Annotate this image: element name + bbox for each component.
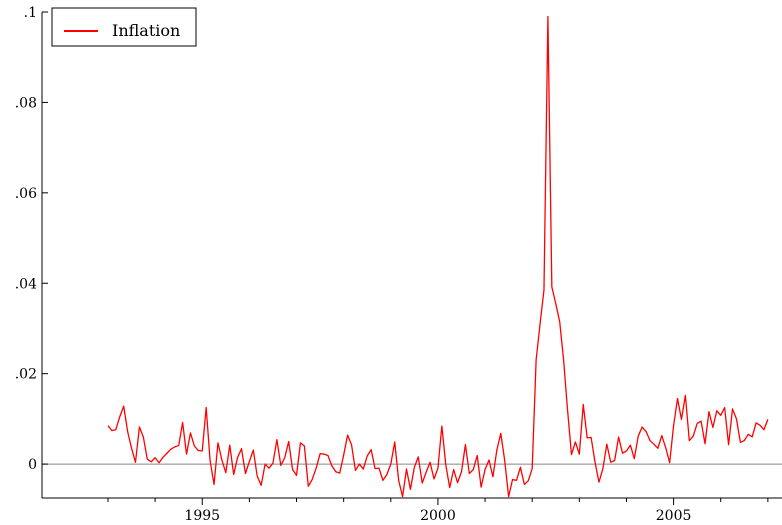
series-layer <box>107 15 769 498</box>
y-tick-label: .1 <box>24 5 37 21</box>
y-tick-label: .08 <box>15 95 37 111</box>
y-tick-label: 0 <box>28 457 37 473</box>
legend-box <box>51 7 197 47</box>
y-tick-label: .02 <box>15 367 37 383</box>
y-tick-label: .04 <box>15 276 37 292</box>
legend: Inflation <box>51 7 197 47</box>
x-tick-label: 1995 <box>184 508 220 524</box>
y-tick-label: .06 <box>15 186 37 202</box>
legend-label-inflation: Inflation <box>112 21 180 40</box>
x-tick-label: 2005 <box>656 508 692 524</box>
x-tick-label: 2000 <box>420 508 456 524</box>
series-line-inflation <box>107 15 769 498</box>
axes: 0 .02 .04 .06 .08 .1 1995 2000 2005 <box>15 5 782 524</box>
